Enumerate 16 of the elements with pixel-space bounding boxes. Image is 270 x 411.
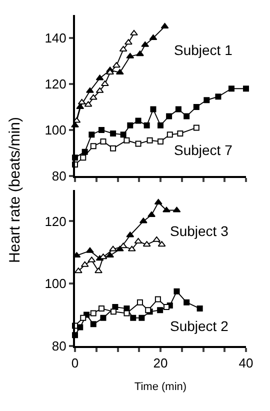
y-tick-label: 100	[44, 276, 66, 292]
annotation: Subject 1	[174, 42, 233, 58]
y-tick-label: 100	[44, 122, 66, 138]
annotation: Subject 7	[174, 142, 233, 158]
y-tick-label: 140	[44, 30, 66, 46]
y-tick-label: 80	[52, 338, 66, 354]
annotation: Subject 2	[170, 318, 229, 334]
annotation: Subject 3	[170, 223, 229, 239]
y-tick-label: 120	[44, 76, 66, 92]
x-tick-label: 20	[153, 356, 168, 371]
y-axis-title: Heart rate (beats/min)	[6, 117, 24, 263]
x-axis-title: Time (min)	[134, 381, 187, 393]
y-tick-label: 120	[44, 214, 66, 229]
x-tick-label: 0	[71, 356, 79, 371]
y-tick-label: 80	[52, 168, 66, 184]
x-tick-label: 40	[238, 356, 254, 371]
